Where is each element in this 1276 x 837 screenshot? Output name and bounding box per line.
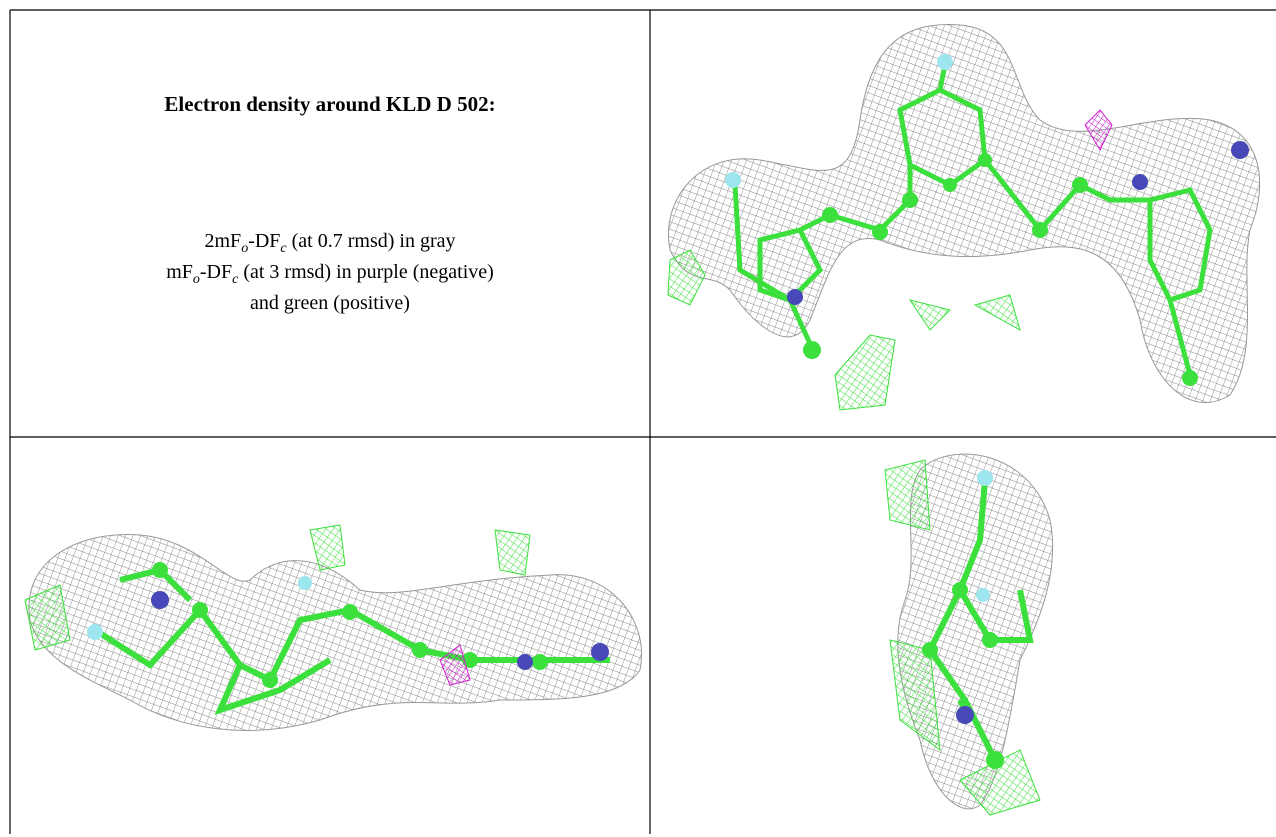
caption-line: mFo-DFc (at 3 rmsd) in purple (negative) <box>10 261 650 288</box>
subscript: c <box>232 272 239 287</box>
caption-line: and green (positive) <box>10 292 650 315</box>
text: -DF <box>248 230 281 252</box>
density-view-2 <box>24 524 642 731</box>
text: and green (positive) <box>250 292 410 314</box>
text: (at 3 rmsd) in purple (negative) <box>238 261 494 283</box>
caption: Electron density around KLD D 502: 2mFo-D… <box>10 10 650 437</box>
caption-line: 2mFo-DFc (at 0.7 rmsd) in gray <box>10 230 650 257</box>
density-view-1 <box>667 23 1261 411</box>
subscript: o <box>192 272 200 287</box>
text: (at 0.7 rmsd) in gray <box>286 230 456 252</box>
density-view-3 <box>884 453 1054 816</box>
text: 2mF <box>204 230 242 252</box>
text: mF <box>166 261 193 283</box>
text: -DF <box>199 261 233 283</box>
caption-title: Electron density around KLD D 502: <box>164 92 496 116</box>
table-borders <box>9 9 1276 834</box>
subscript: o <box>241 241 249 256</box>
subscript: c <box>280 241 287 256</box>
